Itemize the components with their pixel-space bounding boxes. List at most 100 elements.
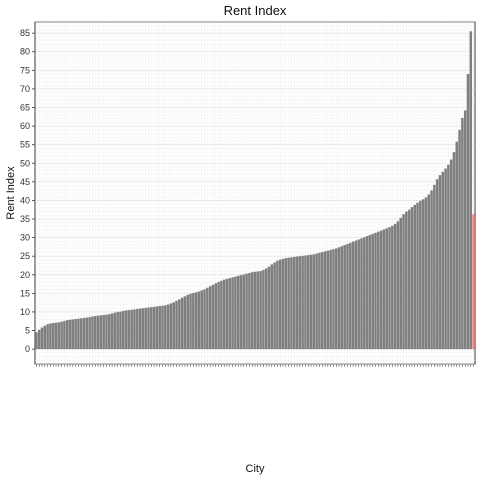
bar (102, 314, 105, 350)
bar (228, 278, 232, 350)
bar (189, 293, 192, 350)
bar (259, 271, 262, 350)
bar (374, 232, 377, 350)
bar (175, 300, 178, 350)
bar (43, 325, 47, 350)
bar (270, 264, 274, 350)
bar (214, 283, 218, 350)
bars (35, 31, 475, 350)
bar (183, 296, 187, 350)
bar (309, 254, 313, 350)
bar (138, 308, 142, 350)
bar (323, 251, 327, 350)
bar (304, 255, 307, 350)
bar (93, 316, 97, 350)
bar-highlighted (472, 214, 475, 350)
bar (99, 315, 103, 350)
bar (402, 214, 405, 350)
bar (360, 238, 363, 350)
y-tick-label: 30 (20, 233, 30, 243)
bar (147, 307, 150, 350)
bar (51, 323, 55, 350)
bar (377, 231, 380, 350)
bar (172, 302, 175, 350)
y-tick-label: 65 (20, 103, 30, 113)
bar (335, 248, 338, 350)
bar (329, 249, 332, 350)
y-tick-label: 40 (20, 195, 30, 205)
y-tick-label: 55 (20, 140, 30, 150)
bar (441, 171, 445, 350)
bar (332, 249, 335, 350)
bar (343, 245, 346, 350)
bar (211, 284, 215, 350)
bar (281, 258, 285, 350)
y-tick-label: 25 (20, 251, 30, 261)
bar (108, 314, 111, 350)
bar (91, 316, 94, 350)
bar (419, 200, 422, 350)
bar (256, 271, 260, 350)
bar (262, 269, 265, 350)
bar (396, 221, 400, 350)
bar (410, 207, 414, 350)
bar (150, 307, 153, 350)
bar (37, 329, 41, 350)
bar (284, 258, 288, 350)
bar (133, 309, 136, 350)
bar (194, 292, 198, 350)
y-tick-label: 5 (25, 326, 30, 336)
bar (340, 246, 344, 350)
bar (427, 194, 431, 350)
bar (82, 317, 86, 350)
bar (234, 276, 237, 350)
bar (267, 266, 271, 350)
bar (105, 314, 108, 350)
y-tick-label: 45 (20, 177, 30, 187)
bar (63, 320, 66, 350)
bar (326, 250, 330, 350)
bar (116, 311, 119, 350)
bar (452, 152, 456, 350)
bar (463, 110, 467, 350)
bar (407, 209, 411, 350)
bar (346, 243, 349, 350)
bar (49, 323, 52, 350)
x-axis-ticks (36, 364, 474, 367)
bar (136, 308, 139, 350)
y-tick-label: 80 (20, 47, 30, 57)
bar (169, 303, 173, 350)
bar (318, 252, 321, 350)
bar (278, 259, 282, 350)
bar (46, 324, 49, 350)
y-tick-label: 85 (20, 28, 30, 38)
bar (385, 228, 388, 350)
bar (295, 256, 299, 350)
bar (379, 230, 383, 350)
bar (54, 322, 58, 350)
y-tick-label: 70 (20, 84, 30, 94)
bar (200, 290, 204, 350)
bar (351, 241, 355, 350)
bar (444, 168, 447, 350)
bar (85, 317, 89, 350)
y-tick-label: 0 (25, 344, 30, 354)
bar (119, 311, 122, 350)
bar (141, 308, 145, 350)
bar (413, 204, 417, 350)
bar (354, 240, 358, 350)
bar (242, 274, 246, 350)
bar (393, 223, 397, 350)
y-tick-label: 10 (20, 307, 30, 317)
y-tick-label: 35 (20, 214, 30, 224)
bar (155, 306, 159, 350)
bar (127, 310, 131, 350)
bar (96, 315, 100, 350)
bar (276, 260, 279, 350)
bar (110, 313, 114, 350)
bar (77, 318, 80, 350)
y-tick-label: 75 (20, 65, 30, 75)
bar (74, 319, 77, 350)
bar (455, 141, 459, 350)
bar (424, 197, 428, 350)
